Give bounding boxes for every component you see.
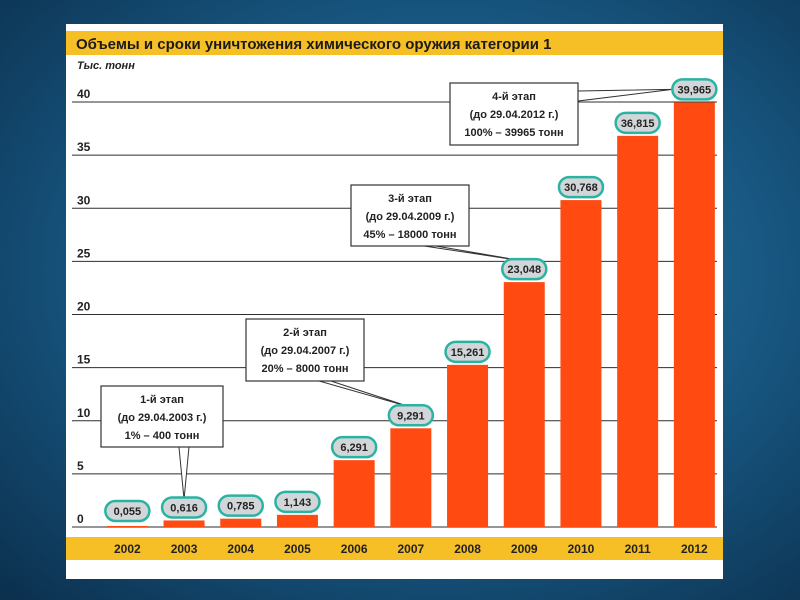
x-axis-band — [66, 537, 723, 560]
y-axis-ticks: 0 5 10 15 20 25 30 35 40 — [77, 87, 91, 526]
value-label-2002: 0,055 — [104, 499, 151, 523]
callout-line: 1-й этап — [140, 394, 184, 406]
y-axis-unit-label: Тыс. тонн — [77, 60, 135, 72]
callout-line: 3-й этап — [388, 193, 432, 205]
bar-2011 — [617, 135, 659, 527]
value-labels: 0,055 0,616 0,785 1,143 6,291 9,291 15,261 23,0… — [104, 78, 718, 523]
bar-2006 — [333, 460, 375, 527]
value-label-2010: 30,768 — [557, 175, 605, 199]
value-text: 30,768 — [564, 182, 598, 194]
stage-callout-1: 1-й этап (до 29.04.2003 г.) 1% – 400 тонн — [100, 385, 224, 500]
callout-line: (до 29.04.2007 г.) — [261, 345, 350, 357]
callout-line: 2-й этап — [283, 327, 327, 339]
value-text: 0,785 — [227, 501, 255, 513]
x-tick-label: 2002 — [114, 542, 141, 556]
callout-line: 1% – 400 тонн — [125, 430, 200, 442]
x-tick-label: 2012 — [681, 542, 708, 556]
title-band — [66, 31, 723, 55]
y-tick-label: 10 — [77, 406, 91, 420]
chart-card: Объемы и сроки уничтожения химического о… — [66, 24, 723, 579]
callout-line: 4-й этап — [492, 91, 536, 103]
x-tick-label: 2006 — [341, 542, 368, 556]
value-label-2011: 36,815 — [614, 111, 661, 135]
callout-box — [449, 82, 579, 146]
bar-2007 — [390, 428, 432, 527]
value-pill — [387, 404, 435, 427]
value-pill — [501, 257, 548, 281]
value-label-2003: 0,616 — [160, 496, 208, 519]
value-text: 36,815 — [621, 118, 655, 130]
x-axis-ticks: 2002 2003 2004 2005 2006 2007 2008 2009 2010 2011… — [114, 542, 708, 556]
value-label-2008: 15,261 — [444, 340, 491, 364]
callout-line: (до 29.04.2009 г.) — [366, 211, 455, 223]
value-text: 23,048 — [507, 264, 541, 276]
callout-box — [350, 184, 470, 247]
bar-2005 — [276, 514, 318, 527]
x-tick-label: 2010 — [568, 542, 595, 556]
callout-box — [100, 385, 224, 448]
y-tick-label: 35 — [77, 140, 91, 154]
value-pill — [217, 494, 264, 517]
value-label-2007: 9,291 — [387, 404, 435, 427]
stage-callout-2: 2-й этап (до 29.04.2007 г.) 20% – 8000 тон… — [245, 318, 412, 408]
value-text: 9,291 — [397, 410, 425, 422]
callout-line: (до 29.04.2012 г.) — [470, 109, 559, 121]
x-tick-label: 2008 — [454, 542, 481, 556]
value-label-2009: 23,048 — [501, 257, 548, 281]
value-pill — [274, 490, 321, 514]
stage-callout-4: 4-й этап (до 29.04.2012 г.) 100% – 39965 т… — [449, 82, 673, 146]
bar-2004 — [220, 518, 262, 527]
value-pill — [614, 111, 661, 135]
stage-callout-3: 3-й этап (до 29.04.2009 г.) 45% – 18000 то… — [350, 184, 525, 262]
value-pill — [160, 496, 208, 519]
x-tick-label: 2011 — [625, 542, 651, 556]
bar-2008 — [447, 364, 489, 527]
y-tick-label: 5 — [77, 459, 84, 473]
value-pill — [557, 175, 605, 199]
value-text: 15,261 — [451, 347, 485, 359]
x-tick-label: 2003 — [171, 542, 198, 556]
bars — [106, 102, 715, 527]
bar-chart: Объемы и сроки уничтожения химического о… — [66, 31, 723, 560]
callout-line: 100% – 39965 тонн — [464, 127, 563, 139]
y-tick-label: 30 — [77, 193, 91, 207]
value-pill — [330, 435, 378, 459]
callout-line: (до 29.04.2003 г.) — [118, 412, 207, 424]
x-tick-label: 2004 — [227, 542, 254, 556]
y-tick-label: 40 — [77, 87, 91, 101]
value-label-2005: 1,143 — [274, 490, 321, 514]
bar-2003 — [163, 520, 205, 527]
value-text: 6,291 — [340, 442, 368, 454]
bar-2012 — [673, 102, 715, 527]
y-tick-label: 25 — [77, 246, 91, 260]
value-pill — [104, 499, 151, 523]
value-text: 39,965 — [678, 84, 712, 96]
value-text: 1,143 — [284, 497, 312, 509]
chart-title: Объемы и сроки уничтожения химического о… — [76, 36, 552, 53]
bar-2002 — [106, 526, 148, 527]
value-text: 0,055 — [114, 506, 142, 518]
x-tick-label: 2007 — [397, 542, 424, 556]
value-pill — [444, 340, 491, 364]
value-label-2004: 0,785 — [217, 494, 264, 517]
value-text: 0,616 — [170, 502, 198, 514]
callout-pointer — [319, 380, 412, 408]
x-tick-label: 2009 — [511, 542, 538, 556]
stage-callouts: 1-й этап (до 29.04.2003 г.) 1% – 400 тонн 2… — [100, 82, 673, 500]
value-pill — [671, 78, 718, 101]
callout-pointer — [178, 446, 190, 500]
bar-2010 — [560, 200, 602, 527]
value-label-2012: 39,965 — [671, 78, 718, 101]
y-tick-label: 15 — [77, 353, 91, 367]
callout-line: 45% – 18000 тонн — [363, 229, 456, 241]
callout-line: 20% – 8000 тонн — [261, 363, 348, 375]
x-tick-label: 2005 — [284, 542, 311, 556]
y-tick-label: 20 — [77, 300, 91, 314]
bar-2009 — [503, 282, 545, 527]
y-tick-label: 0 — [77, 512, 84, 526]
callout-pointer — [577, 88, 673, 102]
callout-box — [245, 318, 365, 382]
value-label-2006: 6,291 — [330, 435, 378, 459]
